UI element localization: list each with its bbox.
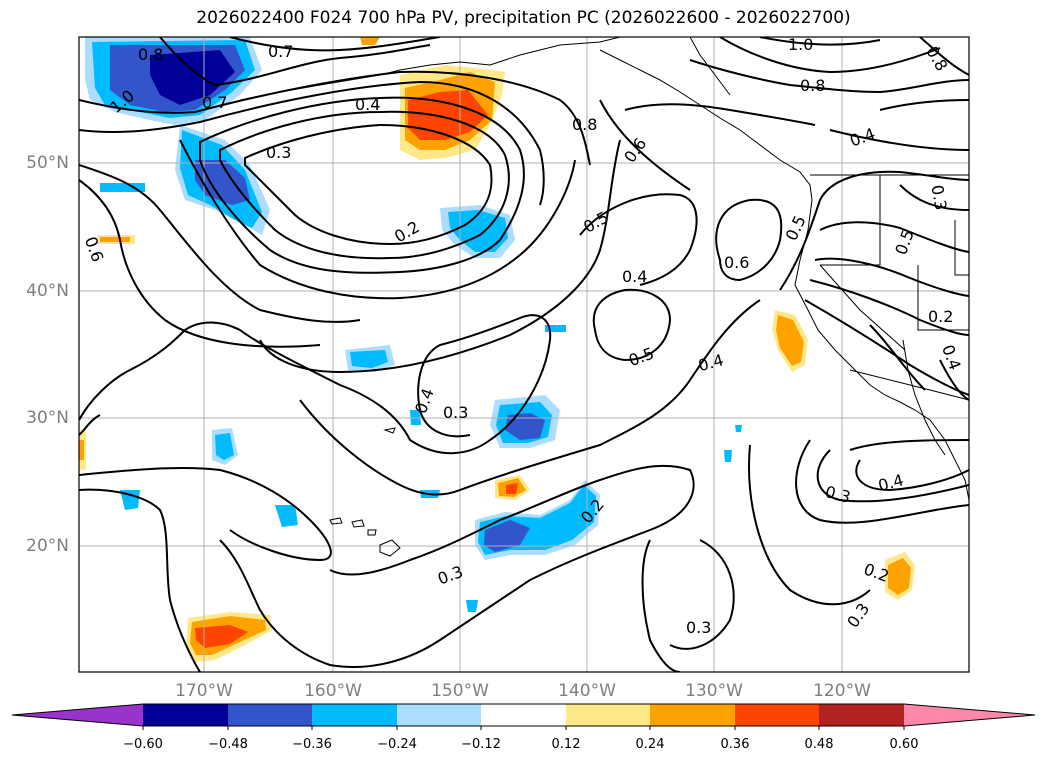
- contour-label: 0.8: [800, 76, 825, 95]
- latitude-label: 20°N: [26, 536, 69, 556]
- latitude-label: 40°N: [26, 281, 69, 301]
- contour-label: 0.3: [927, 183, 950, 211]
- colorbar-segment: [819, 704, 904, 726]
- colorbar-segment: [397, 704, 481, 726]
- colorbar-tick-label: 0.60: [889, 737, 919, 752]
- colorbar-extend-high: [904, 704, 1035, 726]
- contour-label: 0.4: [876, 470, 906, 495]
- colorbar-tick-label: 0.12: [551, 737, 581, 752]
- longitude-label: 160°W: [304, 681, 362, 701]
- contour-label: 0.3: [686, 618, 711, 637]
- latitude-label: 30°N: [26, 408, 69, 428]
- contour-label: 0.6: [724, 253, 749, 272]
- contour-label: 0.8: [572, 115, 597, 134]
- longitude-label: 140°W: [558, 681, 616, 701]
- graticule: [79, 37, 969, 672]
- colorbar-segment: [735, 704, 819, 726]
- contour-label: 0.6: [620, 134, 650, 166]
- contour-label: 0.7: [202, 93, 227, 112]
- pv-contours: [79, 37, 969, 672]
- contour-label: 0.3: [843, 599, 873, 631]
- contour-label: 0.3: [435, 562, 465, 589]
- colorbar-tick-label: 0.24: [635, 737, 665, 752]
- contour-label: 0.5: [891, 227, 918, 257]
- map-area: 0.8 0.7 1.0 0.7 0.4 0.3 0.2 0.6 0.8 0.6 …: [79, 35, 969, 672]
- longitude-label: 170°W: [175, 681, 233, 701]
- contour-label: 0.3: [266, 143, 291, 162]
- contour-label: 0.7: [268, 42, 293, 61]
- colorbar-tick-label: 0.48: [804, 737, 834, 752]
- map-border: [78, 36, 970, 673]
- contour-label: 0.4: [622, 267, 647, 286]
- contour-label: 0.4: [355, 95, 380, 114]
- contour-label: 0.4: [411, 386, 438, 416]
- colorbar-segment: [143, 704, 228, 726]
- colorbar-tick-label: −0.24: [377, 737, 417, 752]
- colorbar-segment: [228, 704, 312, 726]
- contour-label: 0.8: [138, 45, 163, 64]
- colorbar: [11, 703, 1036, 730]
- contour-label: 0.3: [443, 403, 468, 422]
- latitude-label: 50°N: [26, 153, 69, 173]
- colorbar-tick-label: −0.12: [461, 737, 501, 752]
- contour-label: 0.3: [823, 482, 853, 507]
- colorbar-segment: [481, 704, 566, 726]
- contour-label: 0.4: [847, 124, 877, 151]
- contour-label: 0.4: [696, 350, 726, 375]
- colorbar-segment: [312, 704, 397, 726]
- colorbar-tick-label: −0.48: [208, 737, 248, 752]
- contour-label: 1.0: [788, 35, 813, 54]
- colorbar-segment: [650, 704, 735, 726]
- longitude-label: 120°W: [813, 681, 871, 701]
- colorbar-extend-low: [12, 704, 143, 726]
- colorbar-segment: [566, 704, 650, 726]
- longitude-label: 150°W: [431, 681, 489, 701]
- colorbar-tick-label: 0.36: [720, 737, 750, 752]
- colorbar-tick-label: −0.60: [123, 737, 163, 752]
- contour-label: 0.4: [938, 342, 965, 372]
- longitude-label: 130°W: [685, 681, 743, 701]
- contour-label: 0.8: [922, 43, 951, 75]
- colorbar-tick-label: −0.36: [292, 737, 332, 752]
- contour-label: 0.2: [928, 307, 953, 326]
- colorbar-ticks: [142, 726, 905, 730]
- contour-label: 0.5: [626, 344, 656, 371]
- map-title: 2026022400 F024 700 hPa PV, precipitatio…: [196, 8, 851, 28]
- precip-positive-fills: [79, 37, 915, 662]
